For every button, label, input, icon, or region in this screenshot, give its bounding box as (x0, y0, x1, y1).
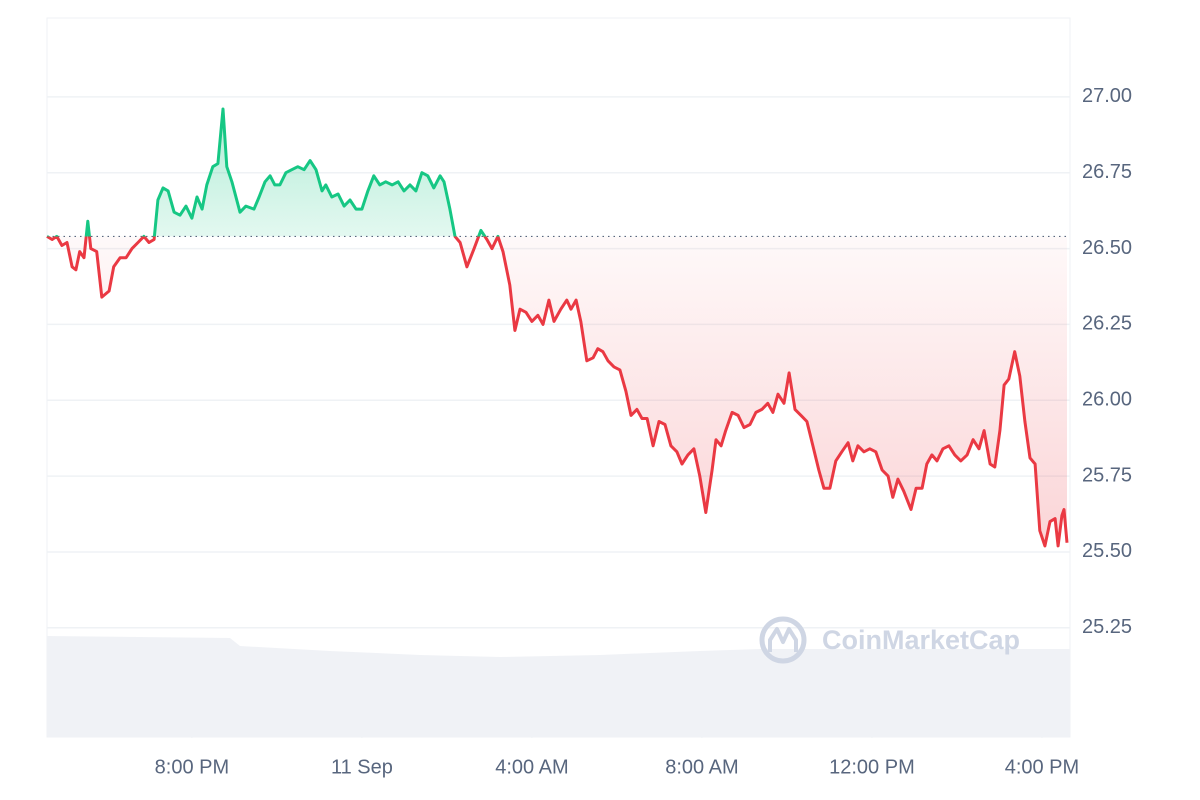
y-tick-label: 25.25 (1082, 616, 1132, 638)
y-tick-label: 26.00 (1082, 389, 1132, 411)
price-area (47, 109, 1067, 546)
x-tick-label: 4:00 PM (1005, 756, 1079, 778)
watermark: CoinMarketCap (822, 625, 1020, 655)
x-tick-label: 11 Sep (331, 756, 393, 778)
y-tick-label: 26.25 (1082, 313, 1132, 335)
watermark-logo (759, 616, 807, 664)
x-tick-label: 12:00 PM (829, 756, 915, 778)
y-tick-label: 26.50 (1082, 237, 1132, 259)
x-tick-label: 8:00 PM (155, 756, 229, 778)
x-tick-label: 8:00 AM (665, 756, 738, 778)
price-line (46, 107, 1069, 548)
y-tick-label: 25.75 (1082, 464, 1132, 486)
volume-area (47, 636, 1070, 737)
x-tick-label: 4:00 AM (495, 756, 568, 778)
y-tick-label: 27.00 (1082, 85, 1132, 107)
y-tick-label: 25.50 (1082, 540, 1132, 562)
y-tick-label: 26.75 (1082, 161, 1132, 183)
